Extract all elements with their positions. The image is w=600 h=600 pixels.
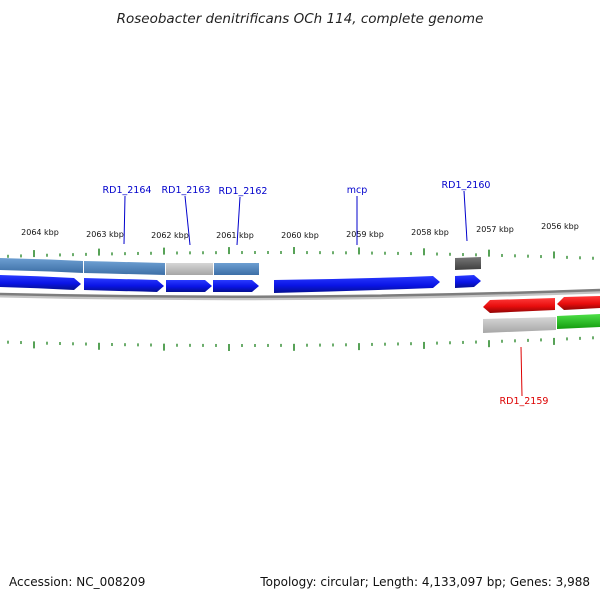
genome-summary-text: Topology: circular; Length: 4,133,097 bp… <box>259 575 590 589</box>
cds-forward-rd1-2160[interactable] <box>455 275 481 288</box>
cog-feature-5[interactable] <box>455 257 481 270</box>
cog-feature-7[interactable] <box>557 314 600 329</box>
leader-rd1-2164 <box>123 195 126 245</box>
forward-scale-ticks <box>7 247 594 260</box>
cog-feature-6[interactable] <box>483 317 556 333</box>
leader-rd1-2159 <box>520 346 523 397</box>
scale-labels: 2064 kbp 2063 kbp 2062 kbp 2061 kbp 2060… <box>21 222 579 240</box>
cds-reverse-rd1-2159[interactable] <box>483 298 555 313</box>
scale-label-2056-kbp: 2056 kbp <box>541 222 579 231</box>
gene-label-rd1-2163[interactable]: RD1_2163 <box>162 185 211 196</box>
gene-label-rd1-2160[interactable]: RD1_2160 <box>442 180 491 191</box>
reverse-cds-track <box>483 296 600 313</box>
cds-forward-3[interactable] <box>166 280 212 292</box>
genome-backbone-shadow <box>0 290 600 301</box>
scale-label-2060-kbp: 2060 kbp <box>281 231 319 240</box>
cog-feature-1[interactable] <box>0 258 83 273</box>
scale-label-2059-kbp: 2059 kbp <box>346 230 384 239</box>
cds-forward-2[interactable] <box>84 278 164 292</box>
cds-forward-1[interactable] <box>0 275 81 290</box>
forward-cds-track <box>0 275 481 293</box>
cog-feature-3[interactable] <box>166 263 213 275</box>
leader-rd1-2163 <box>184 195 191 246</box>
gene-labels: RD1_2164 RD1_2163 RD1_2162 mcp RD1_2160 … <box>103 180 549 407</box>
scale-label-2058-kbp: 2058 kbp <box>411 228 449 237</box>
cds-forward-4[interactable] <box>213 280 259 292</box>
cds-reverse-2[interactable] <box>557 296 600 310</box>
scale-label-2061-kbp: 2061 kbp <box>216 231 254 240</box>
accession-text: Accession: NC_008209 <box>9 575 145 589</box>
cog-feature-4[interactable] <box>214 263 259 275</box>
scale-label-2063-kbp: 2063 kbp <box>86 230 124 239</box>
leader-rd1-2160 <box>463 190 468 242</box>
forward-cog-track <box>0 257 481 275</box>
cds-forward-mcp[interactable] <box>274 276 440 293</box>
map-title: Roseobacter denitrificans OCh 114, compl… <box>117 11 484 27</box>
scale-label-2064-kbp: 2064 kbp <box>21 228 59 237</box>
reverse-cog-track <box>483 314 600 333</box>
scale-label-2057-kbp: 2057 kbp <box>476 225 514 234</box>
gene-label-rd1-2164[interactable]: RD1_2164 <box>103 185 152 196</box>
genome-backbone <box>0 288 600 298</box>
leader-rd1-2162 <box>236 196 241 246</box>
gene-label-rd1-2159[interactable]: RD1_2159 <box>500 396 549 407</box>
gene-label-rd1-2162[interactable]: RD1_2162 <box>219 186 268 197</box>
cog-feature-2[interactable] <box>84 261 165 275</box>
scale-label-2062-kbp: 2062 kbp <box>151 231 189 240</box>
gene-label-mcp[interactable]: mcp <box>347 185 368 196</box>
reverse-scale-ticks <box>7 336 594 351</box>
